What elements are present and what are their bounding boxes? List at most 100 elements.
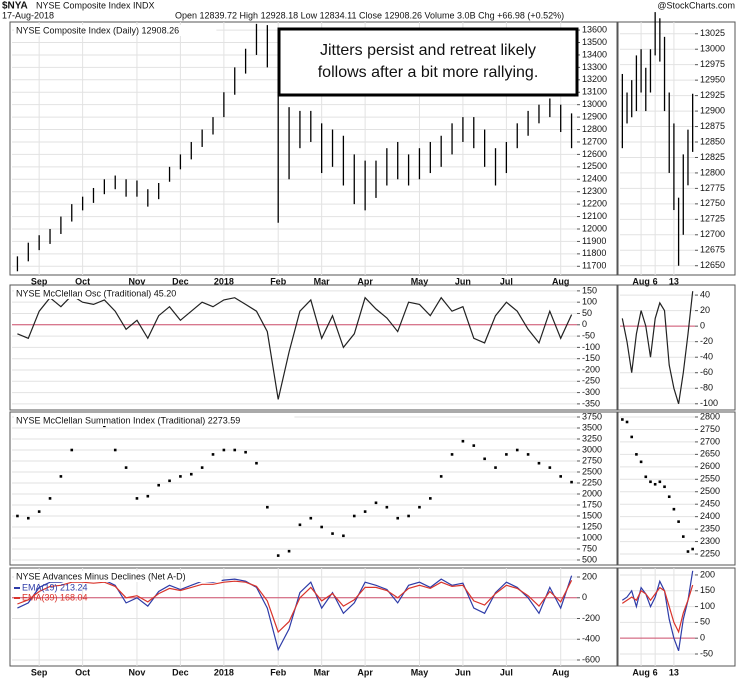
dot (505, 453, 508, 456)
dot (309, 516, 313, 520)
dot (396, 516, 400, 520)
dot (686, 550, 690, 553)
y-tick-label: -150 (582, 353, 600, 363)
series-line (621, 570, 694, 652)
y-tick-label: -100 (582, 342, 600, 352)
y-tick-label: 13000 (700, 44, 725, 54)
y-tick-label: 12800 (582, 124, 607, 134)
y-tick-label: 12750 (700, 198, 725, 208)
dot (298, 523, 302, 527)
dot (48, 497, 52, 500)
panel-frame (617, 411, 736, 566)
dot (189, 472, 193, 476)
dot (691, 547, 694, 551)
y-tick-label: 2550 (700, 474, 720, 484)
dot (331, 532, 334, 535)
y-tick-label: 12500 (582, 161, 607, 171)
y-tick-label: 11700 (582, 261, 606, 271)
dot (135, 497, 139, 500)
y-tick-label: -400 (582, 634, 600, 644)
y-tick-label: -50 (582, 330, 595, 340)
y-tick-label: 12400 (582, 174, 607, 184)
index-name: NYSE Composite Index INDX (36, 0, 155, 10)
y-tick-label: 3250 (582, 433, 602, 443)
dot (70, 448, 74, 452)
y-tick-label: 40 (700, 289, 710, 299)
x-tick-label: Aug (632, 667, 650, 677)
annotation: Jitters persist and retreat likely follo… (277, 27, 579, 97)
dot (287, 549, 291, 553)
y-tick-label: 13500 (582, 37, 607, 47)
y-tick-label: 2250 (582, 477, 602, 487)
dot (639, 460, 643, 464)
x-tick-label: Aug (632, 276, 650, 286)
annotation-line: follows after a bit more rallying. (318, 64, 539, 81)
y-tick-label: 13025 (700, 28, 725, 38)
series-line (17, 580, 573, 634)
y-tick-label: -50 (700, 648, 713, 658)
dot (222, 448, 226, 452)
y-tick-label: 12675 (700, 245, 725, 255)
dot (233, 448, 237, 452)
y-tick-label: 2400 (700, 511, 720, 521)
y-tick-label: -40 (700, 352, 713, 362)
annotation-box (277, 27, 579, 97)
x-tick-label: Dec (172, 276, 189, 286)
dot (537, 461, 541, 465)
dot (255, 461, 258, 465)
y-tick-label: -250 (582, 376, 600, 386)
dot (146, 494, 150, 498)
y-tick-label: 2600 (700, 461, 720, 471)
x-tick-label: Feb (270, 667, 287, 677)
x-tick-label: May (411, 667, 429, 677)
y-tick-label: 12725 (700, 214, 725, 224)
symbol: $NYA (2, 1, 28, 12)
dot (16, 514, 19, 518)
dot (515, 448, 519, 452)
dot (352, 514, 356, 518)
legend-label: EMA(19) 213.24 (22, 582, 88, 592)
x-tick-label: Oct (75, 667, 90, 677)
dot (630, 435, 634, 439)
x-tick-label: Nov (128, 667, 145, 677)
y-tick-label: 750 (582, 543, 597, 553)
dot (621, 418, 624, 421)
dot (374, 501, 378, 505)
y-tick-label: 11800 (582, 248, 606, 258)
y-tick-label: 2350 (700, 523, 720, 533)
series-line (621, 584, 694, 634)
title-bg (14, 415, 295, 426)
dot (472, 444, 476, 447)
dot (663, 485, 666, 489)
y-tick-label: 13600 (582, 24, 607, 34)
y-tick-label: 50 (582, 308, 592, 318)
dot (526, 453, 530, 456)
y-tick-label: 2750 (700, 424, 720, 434)
y-tick-label: -80 (700, 383, 713, 393)
x-tick-label: 13 (669, 276, 679, 286)
x-tick-label: Apr (357, 276, 373, 286)
panel-title: NYSE McClellan Osc (Traditional) 45.20 (16, 288, 176, 298)
legend-label: EMA(39) 168.04 (22, 592, 88, 602)
panel-frame (9, 284, 618, 411)
dot (26, 516, 30, 520)
x-tick-label: Jul (500, 276, 513, 286)
panel-title: NYSE McClellan Summation Index (Traditio… (16, 415, 240, 425)
y-tick-label: 1250 (582, 521, 602, 531)
y-tick-label: 2650 (700, 449, 720, 459)
y-tick-label: 13100 (582, 87, 607, 97)
x-tick-label: Mar (314, 667, 331, 677)
x-tick-label: Sep (31, 667, 48, 677)
x-tick-label: Jun (455, 667, 471, 677)
dot (429, 497, 432, 500)
dot (363, 510, 367, 513)
dot (418, 505, 421, 509)
source: @StockCharts.com (657, 0, 735, 10)
x-tick-label: Aug (552, 667, 570, 677)
series-line (621, 291, 694, 404)
y-tick-label: 50 (700, 617, 710, 627)
dot (342, 534, 345, 538)
y-tick-label: 150 (582, 285, 597, 295)
dot (113, 448, 117, 452)
x-tick-label: Jul (500, 667, 513, 677)
